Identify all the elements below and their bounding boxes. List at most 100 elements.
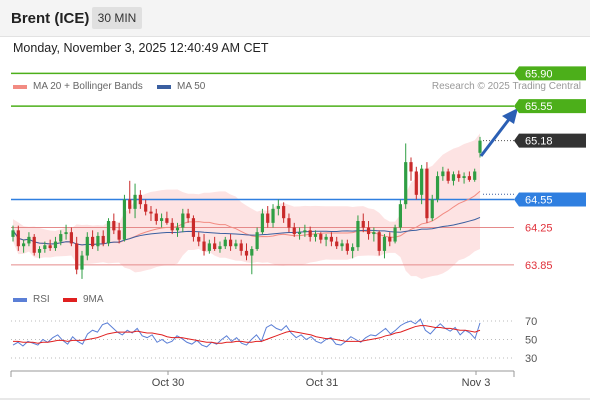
candle [351, 247, 355, 251]
price-tag-65.55: 65.55 [525, 101, 553, 113]
candle [244, 250, 249, 256]
price-tag-64.55-bg [514, 192, 586, 207]
candle [340, 243, 344, 247]
candle [234, 243, 238, 247]
x-tick-label: Oct 30 [152, 377, 184, 389]
candle [250, 249, 254, 256]
candle [122, 199, 127, 240]
candle [446, 171, 450, 181]
candle [59, 234, 63, 242]
candle [117, 230, 121, 240]
bottom-border [0, 398, 590, 400]
candle [441, 171, 445, 177]
legend-item-rsi: RSI [13, 294, 50, 305]
projection-arrow [479, 117, 512, 157]
candle [266, 213, 270, 223]
candle [144, 204, 148, 212]
timestamp: Monday, November 3, 2025 12:40:49 AM CET [13, 41, 269, 55]
rsi-tick-50: 50 [525, 335, 537, 347]
candle [345, 243, 349, 251]
instrument-title: Brent (ICE) [11, 10, 90, 27]
candle [96, 235, 100, 247]
candle [393, 227, 397, 242]
candle [22, 243, 26, 247]
legend-label-9ma: 9MA [83, 294, 104, 305]
candle [308, 230, 312, 237]
candle [218, 246, 222, 250]
legend-item-ma20: MA 20 + Bollinger Bands [13, 81, 143, 92]
candle [228, 239, 233, 247]
candle [356, 220, 360, 248]
candle [292, 227, 296, 235]
candle [27, 236, 31, 244]
candle [451, 174, 456, 181]
x-tick-label: Oct 31 [306, 377, 338, 389]
candle [473, 171, 477, 180]
candle [430, 199, 434, 219]
price-tag-64.25: 64.25 [525, 223, 553, 235]
candle [69, 232, 73, 244]
timeframe-button[interactable]: 30 MIN [92, 7, 142, 29]
ma50-line [12, 216, 481, 246]
price-tag-65.55-bg [514, 99, 586, 114]
candle [80, 255, 84, 270]
candle [165, 218, 169, 223]
price-tag-65.90: 65.90 [525, 68, 553, 80]
price-tag-last: 65.18 [525, 136, 553, 148]
candle [271, 208, 275, 223]
candle [159, 218, 164, 221]
candle [106, 220, 111, 244]
candle [303, 230, 307, 233]
candle [377, 232, 381, 251]
candle [91, 236, 95, 247]
candle [313, 234, 318, 237]
candle [276, 206, 280, 209]
candle [297, 232, 302, 235]
candle [85, 236, 89, 256]
candle [404, 162, 408, 205]
candle [324, 236, 328, 240]
candle [101, 235, 105, 244]
candle [435, 176, 440, 200]
rsi-swatch [13, 297, 27, 302]
candle [154, 213, 158, 221]
price-tag-63.85: 63.85 [525, 260, 553, 272]
price-tag-65.90-bg [514, 66, 586, 81]
candle [409, 162, 413, 172]
legend-label-ma20: MA 20 + Bollinger Bands [33, 81, 143, 92]
candle [16, 230, 20, 247]
candle [414, 171, 418, 195]
rsi-9ma-line [13, 325, 481, 344]
candle [149, 211, 153, 214]
price-tag-last-bg [514, 133, 586, 148]
candle [260, 213, 265, 233]
rsi-tick-70: 70 [525, 316, 537, 328]
credit-text: Research © 2025 Trading Central [431, 81, 581, 92]
candle [207, 243, 211, 251]
9ma-swatch [63, 297, 77, 302]
candle [329, 236, 334, 242]
candle [191, 218, 196, 237]
legend-item-ma50: MA 50 [157, 81, 205, 92]
projection-arrowhead [502, 108, 518, 124]
candle [361, 220, 365, 228]
candle [223, 239, 227, 247]
candle [366, 227, 371, 235]
candle [197, 236, 201, 242]
rsi-line [12, 318, 481, 348]
candle [282, 206, 286, 219]
candle [53, 241, 58, 249]
ma20-swatch [13, 84, 27, 89]
candle [239, 243, 243, 251]
candle [32, 236, 36, 253]
candle [213, 243, 217, 250]
candle [388, 236, 392, 242]
candle [175, 227, 180, 231]
rsi-tick-30: 30 [525, 353, 537, 365]
candle [335, 241, 339, 247]
candle [478, 140, 482, 153]
candle [186, 213, 190, 219]
candle [43, 245, 47, 250]
candle [133, 194, 137, 209]
candle [181, 213, 185, 228]
